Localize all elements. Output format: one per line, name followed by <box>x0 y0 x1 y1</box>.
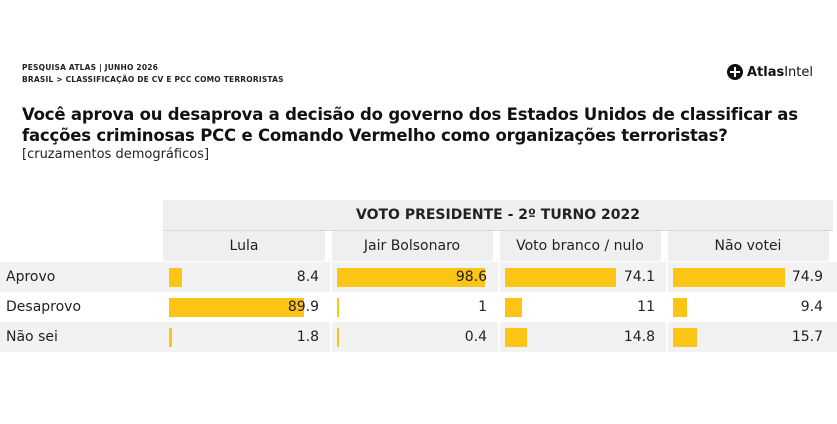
value-label: 89.9 <box>287 299 319 315</box>
meta-survey: PESQUISA ATLAS | JUNHO 2026 <box>22 63 159 72</box>
value-label: 0.4 <box>464 329 487 345</box>
row-label: Desaprovo <box>6 299 82 315</box>
value-bar <box>505 268 617 287</box>
value-label: 1 <box>478 299 487 315</box>
table-cell: 89.9 <box>163 292 325 322</box>
value-label: 14.8 <box>623 329 655 345</box>
column-divider <box>498 262 500 352</box>
logo-brand: Atlas <box>746 64 785 80</box>
header-divider <box>330 231 332 261</box>
table-cell: 14.8 <box>499 322 661 352</box>
value-bar <box>673 328 697 347</box>
table-cell: 74.1 <box>499 262 661 292</box>
column-header: Não votei <box>667 231 829 261</box>
value-bar <box>169 298 304 317</box>
column-header: Voto branco / nulo <box>499 231 661 261</box>
column-header: Jair Bolsonaro <box>331 231 493 261</box>
atlas-cross-icon <box>726 64 743 80</box>
table-row <box>0 322 837 352</box>
table-cell: 15.7 <box>667 322 829 352</box>
column-header: Lula <box>163 231 325 261</box>
row-label: Não sei <box>6 329 58 345</box>
value-label: 98.6 <box>455 269 487 285</box>
chart-title: Você aprova ou desaprova a decisão do go… <box>22 105 798 145</box>
table-cell: 1 <box>331 292 493 322</box>
value-bar <box>337 328 339 347</box>
value-bar <box>673 298 688 317</box>
report-meta: PESQUISA ATLAS | JUNHO 2026 BRASIL > CLA… <box>22 62 284 86</box>
value-label: 8.4 <box>296 269 319 285</box>
value-label: 74.1 <box>623 269 655 285</box>
column-divider <box>666 262 668 352</box>
value-label: 11 <box>637 299 655 315</box>
value-bar <box>169 328 172 347</box>
value-label: 74.9 <box>791 269 823 285</box>
chart-subtitle: [cruzamentos demográficos] <box>22 147 210 162</box>
value-bar <box>505 298 522 317</box>
value-bar <box>337 268 485 287</box>
table-cell: 0.4 <box>331 322 493 352</box>
table-cell: 9.4 <box>667 292 829 322</box>
header-divider <box>666 231 668 261</box>
value-label: 1.8 <box>296 329 319 345</box>
column-divider <box>330 262 332 352</box>
header-divider <box>498 231 500 261</box>
value-label: 15.7 <box>791 329 823 345</box>
value-bar <box>505 328 528 347</box>
table-cell: 74.9 <box>667 262 829 292</box>
group-header: VOTO PRESIDENTE - 2º TURNO 2022 <box>163 200 833 231</box>
table-cell: 98.6 <box>331 262 493 292</box>
value-bar <box>169 268 182 287</box>
table-cell: 8.4 <box>163 262 325 292</box>
value-bar <box>337 298 339 317</box>
table-cell: 11 <box>499 292 661 322</box>
atlasintel-logo: AtlasIntel <box>726 64 813 80</box>
value-bar <box>673 268 786 287</box>
logo-intel: Intel <box>784 64 813 80</box>
value-label: 9.4 <box>800 299 823 315</box>
table-cell: 1.8 <box>163 322 325 352</box>
meta-breadcrumb: BRASIL > CLASSIFICAÇÃO DE CV E PCC COMO … <box>22 75 284 84</box>
row-label: Aprovo <box>6 269 56 285</box>
